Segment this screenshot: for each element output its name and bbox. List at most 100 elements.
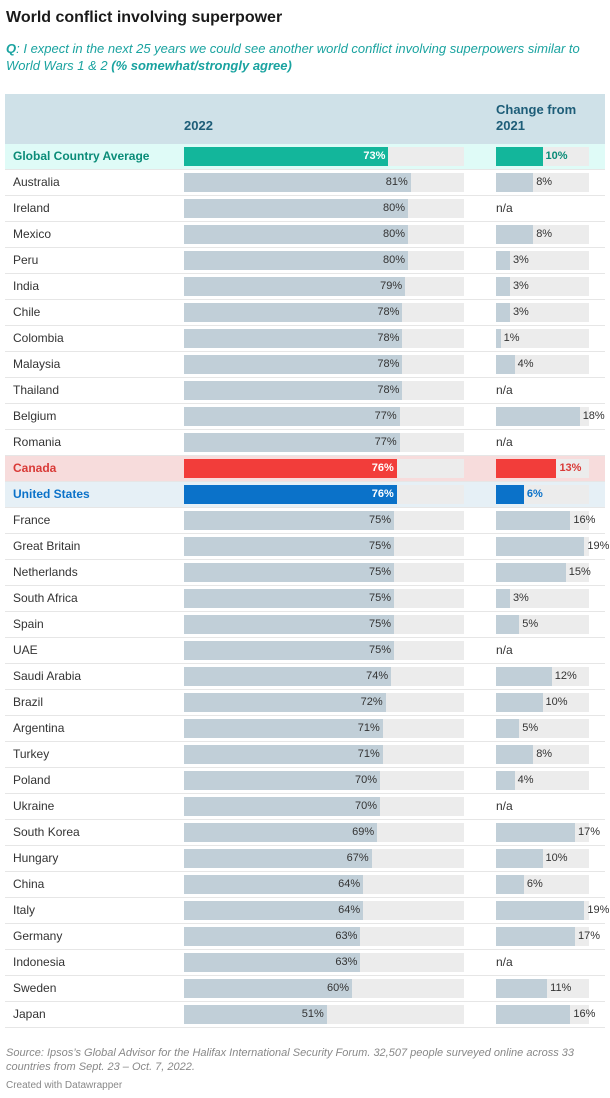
change-na-label: n/a	[496, 643, 513, 657]
value-label: 70%	[354, 774, 377, 786]
change-bar	[496, 459, 557, 478]
change-label: 19%	[587, 904, 610, 916]
change-label: 4%	[517, 774, 534, 786]
value-bar	[184, 225, 408, 244]
value-bar	[184, 615, 394, 634]
country-label: Poland	[13, 773, 51, 787]
value-label: 75%	[368, 566, 391, 578]
change-bar-track: 11%	[496, 979, 589, 998]
value-bar	[184, 537, 394, 556]
change-label: 13%	[559, 462, 582, 474]
country-label: Turkey	[13, 747, 50, 761]
change-na-label: n/a	[496, 955, 513, 969]
change-bar	[496, 615, 520, 634]
value-label: 78%	[377, 306, 400, 318]
datawrapper-credit[interactable]: Created with Datawrapper	[6, 1080, 123, 1091]
table-header: 2022 Change from 2021	[5, 94, 605, 145]
change-label: 8%	[536, 176, 553, 188]
change-na-label: n/a	[496, 201, 513, 215]
chart-subtitle: Q: I expect in the next 25 years we coul…	[6, 40, 604, 74]
change-bar-track: 13%	[496, 459, 589, 478]
value-bar-track: 80%	[184, 199, 464, 218]
change-bar-track: 10%	[496, 849, 589, 868]
value-bar	[184, 355, 403, 374]
value-bar-track: 73%	[184, 147, 464, 166]
table-row-italy: Italy 64% 19%	[5, 898, 609, 924]
value-bar-track: 74%	[184, 667, 464, 686]
value-bar	[184, 953, 361, 972]
country-label: Thailand	[13, 383, 60, 397]
table-row-australia: Australia 81% 8%	[5, 170, 605, 196]
change-bar-track: 4%	[496, 771, 589, 790]
change-bar-track: 5%	[496, 719, 589, 738]
value-bar	[184, 927, 361, 946]
change-bar-track: 10%	[496, 693, 589, 712]
change-bar	[496, 589, 510, 608]
country-label: Great Britain	[13, 539, 81, 553]
change-bar-track: 8%	[496, 173, 589, 192]
country-label: Germany	[13, 929, 63, 943]
country-label: Netherlands	[13, 565, 78, 579]
value-bar	[184, 511, 394, 530]
value-bar	[184, 303, 403, 322]
table-row-india: India 79% 3%	[5, 274, 605, 300]
value-bar	[184, 849, 372, 868]
value-bar-track: 77%	[184, 433, 464, 452]
value-bar-track: 78%	[184, 329, 464, 348]
value-label: 60%	[326, 982, 349, 994]
value-bar	[184, 797, 380, 816]
country-label: Chile	[13, 305, 41, 319]
change-label: 5%	[522, 618, 539, 630]
change-label: 19%	[587, 540, 610, 552]
value-bar-track: 78%	[184, 303, 464, 322]
table-row-ukraine: Ukraine 70% n/a	[5, 794, 605, 820]
column-header-change[interactable]: Change from 2021	[496, 102, 577, 133]
question-emphasis: (% somewhat/strongly agree)	[111, 58, 292, 73]
change-bar	[496, 251, 510, 270]
change-bar	[496, 771, 515, 790]
change-bar-track: 17%	[496, 823, 600, 842]
table-row-canada: Canada 76% 13%	[5, 456, 605, 482]
value-label: 77%	[374, 436, 397, 448]
change-bar-track: 3%	[496, 277, 589, 296]
change-bar-track: 15%	[496, 563, 591, 582]
table-row-mexico: Mexico 80% 8%	[5, 222, 605, 248]
value-bar-track: 78%	[184, 355, 464, 374]
value-bar-track: 64%	[184, 901, 464, 920]
change-bar	[496, 1005, 571, 1024]
change-bar-track: 10%	[496, 147, 589, 166]
value-label: 67%	[346, 852, 369, 864]
country-label: Sweden	[13, 981, 57, 995]
change-label: 16%	[573, 1008, 596, 1020]
change-bar-track: 5%	[496, 615, 589, 634]
table-row-belgium: Belgium 77% 18%	[5, 404, 605, 430]
value-bar	[184, 719, 383, 738]
value-bar-track: 75%	[184, 563, 464, 582]
value-bar-track: 75%	[184, 589, 464, 608]
table-row-uae: UAE 75% n/a	[5, 638, 605, 664]
country-label: Belgium	[13, 409, 57, 423]
change-bar-track: 3%	[496, 251, 589, 270]
change-bar-track: 19%	[496, 537, 609, 556]
country-label: Indonesia	[13, 955, 66, 969]
table-row-japan: Japan 51% 16%	[5, 1002, 605, 1028]
table-row-romania: Romania 77% n/a	[5, 430, 605, 456]
change-bar-track: 1%	[496, 329, 589, 348]
table-row-sweden: Sweden 60% 11%	[5, 976, 605, 1002]
value-bar	[184, 901, 364, 920]
value-bar	[184, 667, 392, 686]
value-label: 79%	[380, 280, 403, 292]
value-label: 64%	[338, 904, 361, 916]
value-label: 75%	[368, 514, 391, 526]
change-label: 17%	[578, 826, 601, 838]
value-bar-track: 69%	[184, 823, 464, 842]
change-na-label: n/a	[496, 383, 513, 397]
value-bar	[184, 485, 397, 504]
change-bar	[496, 303, 510, 322]
country-label: Brazil	[13, 695, 44, 709]
value-label: 80%	[382, 228, 405, 240]
change-label: 10%	[545, 696, 568, 708]
column-header-2022[interactable]: 2022	[184, 118, 213, 133]
value-bar-track: 76%	[184, 459, 464, 478]
value-bar	[184, 173, 411, 192]
